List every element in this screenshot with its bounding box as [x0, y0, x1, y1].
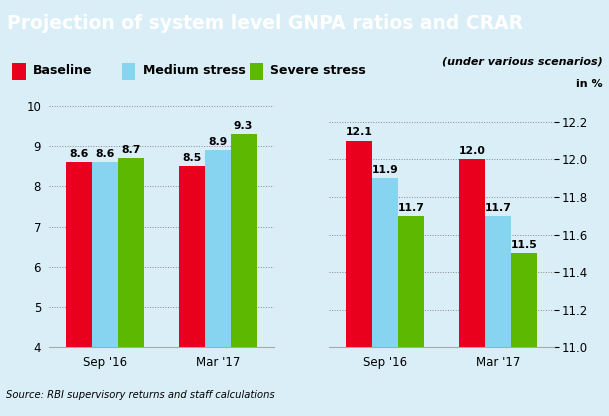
Text: 8.5: 8.5 — [182, 153, 202, 163]
Text: 8.9: 8.9 — [208, 137, 227, 147]
Bar — [118, 158, 144, 416]
Bar — [179, 166, 205, 416]
FancyBboxPatch shape — [250, 63, 263, 80]
Text: Severe stress: Severe stress — [270, 64, 366, 77]
Bar — [398, 216, 424, 416]
Text: 12.1: 12.1 — [346, 127, 373, 137]
Text: Baseline: Baseline — [33, 64, 93, 77]
Bar — [372, 178, 398, 416]
Text: in %: in % — [576, 79, 603, 89]
Bar — [92, 162, 118, 416]
Text: 11.9: 11.9 — [372, 165, 398, 175]
Text: Projection of system level GNPA ratios and CRAR: Projection of system level GNPA ratios a… — [7, 15, 523, 33]
Text: (under various scenarios): (under various scenarios) — [442, 56, 603, 67]
Bar — [485, 216, 511, 416]
FancyBboxPatch shape — [12, 63, 26, 80]
Text: Medium stress: Medium stress — [143, 64, 245, 77]
Text: 9.3: 9.3 — [234, 121, 253, 131]
Text: 11.7: 11.7 — [398, 203, 424, 213]
Bar — [511, 253, 537, 416]
Bar — [231, 134, 256, 416]
Bar — [205, 150, 231, 416]
Text: 8.6: 8.6 — [96, 149, 114, 159]
Bar — [459, 159, 485, 416]
Text: 12.0: 12.0 — [459, 146, 485, 156]
Bar — [347, 141, 372, 416]
Text: 8.7: 8.7 — [121, 145, 141, 155]
Bar — [66, 162, 92, 416]
Text: 11.7: 11.7 — [484, 203, 512, 213]
Text: 8.6: 8.6 — [69, 149, 89, 159]
FancyBboxPatch shape — [122, 63, 135, 80]
Text: 11.5: 11.5 — [510, 240, 537, 250]
Text: Source: RBI supervisory returns and staff calculations: Source: RBI supervisory returns and staf… — [6, 390, 275, 400]
